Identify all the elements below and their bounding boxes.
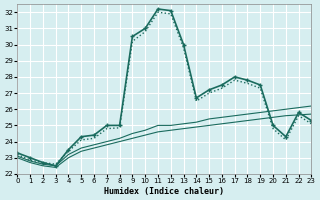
X-axis label: Humidex (Indice chaleur): Humidex (Indice chaleur) [104,187,224,196]
